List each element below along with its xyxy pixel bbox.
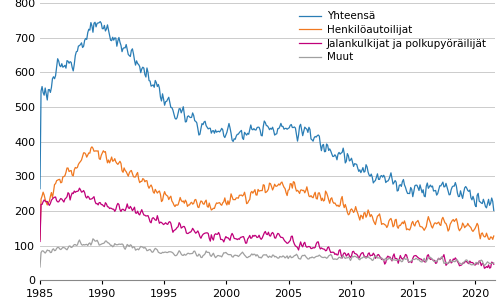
Yhteensä bbox=[82, 38, 87, 42]
Muut bbox=[37, 265, 43, 269]
Henkilöautoilijat bbox=[82, 151, 87, 155]
Muut bbox=[149, 250, 155, 254]
Jalankulkijat ja polkupyöräilijät bbox=[335, 253, 341, 257]
Jalankulkijat ja polkupyöräilijät bbox=[82, 195, 88, 199]
Muut bbox=[90, 237, 96, 241]
Jalankulkijat ja polkupyöräilijät bbox=[149, 217, 155, 221]
Henkilöautoilijat bbox=[344, 210, 350, 214]
Line: Henkilöautoilijat: Henkilöautoilijat bbox=[40, 147, 494, 239]
Line: Yhteensä: Yhteensä bbox=[40, 22, 494, 210]
Muut bbox=[82, 243, 87, 247]
Yhteensä bbox=[491, 209, 497, 212]
Jalankulkijat ja polkupyöräilijät bbox=[76, 186, 82, 190]
Jalankulkijat ja polkupyöräilijät bbox=[482, 266, 488, 270]
Yhteensä bbox=[432, 188, 438, 192]
Henkilöautoilijat bbox=[432, 221, 438, 225]
Henkilöautoilijat bbox=[335, 203, 341, 207]
Yhteensä bbox=[149, 84, 155, 87]
Muut bbox=[307, 256, 313, 259]
Jalankulkijat ja polkupyöräilijät bbox=[432, 261, 438, 265]
Henkilöautoilijat bbox=[37, 237, 43, 241]
Jalankulkijat ja polkupyöräilijät bbox=[491, 262, 497, 266]
Yhteensä bbox=[307, 128, 313, 131]
Yhteensä bbox=[97, 20, 103, 23]
Jalankulkijat ja polkupyöräilijät bbox=[37, 240, 43, 243]
Jalankulkijat ja polkupyöräilijät bbox=[344, 253, 350, 257]
Legend: Yhteensä, Henkilöautoilijat, Jalankulkijat ja polkupyöräilijät, Muut: Yhteensä, Henkilöautoilijat, Jalankulkij… bbox=[296, 8, 490, 66]
Muut bbox=[344, 256, 350, 260]
Yhteensä bbox=[37, 187, 43, 191]
Yhteensä bbox=[344, 152, 350, 156]
Jalankulkijat ja polkupyöräilijät bbox=[307, 245, 313, 249]
Muut bbox=[432, 259, 438, 263]
Line: Muut: Muut bbox=[40, 239, 494, 267]
Yhteensä bbox=[335, 152, 341, 156]
Henkilöautoilijat bbox=[491, 234, 497, 238]
Muut bbox=[335, 257, 341, 260]
Henkilöautoilijat bbox=[89, 145, 95, 149]
Henkilöautoilijat bbox=[307, 195, 313, 199]
Muut bbox=[491, 261, 497, 265]
Henkilöautoilijat bbox=[149, 185, 155, 189]
Line: Jalankulkijat ja polkupyöräilijät: Jalankulkijat ja polkupyöräilijät bbox=[40, 188, 494, 268]
